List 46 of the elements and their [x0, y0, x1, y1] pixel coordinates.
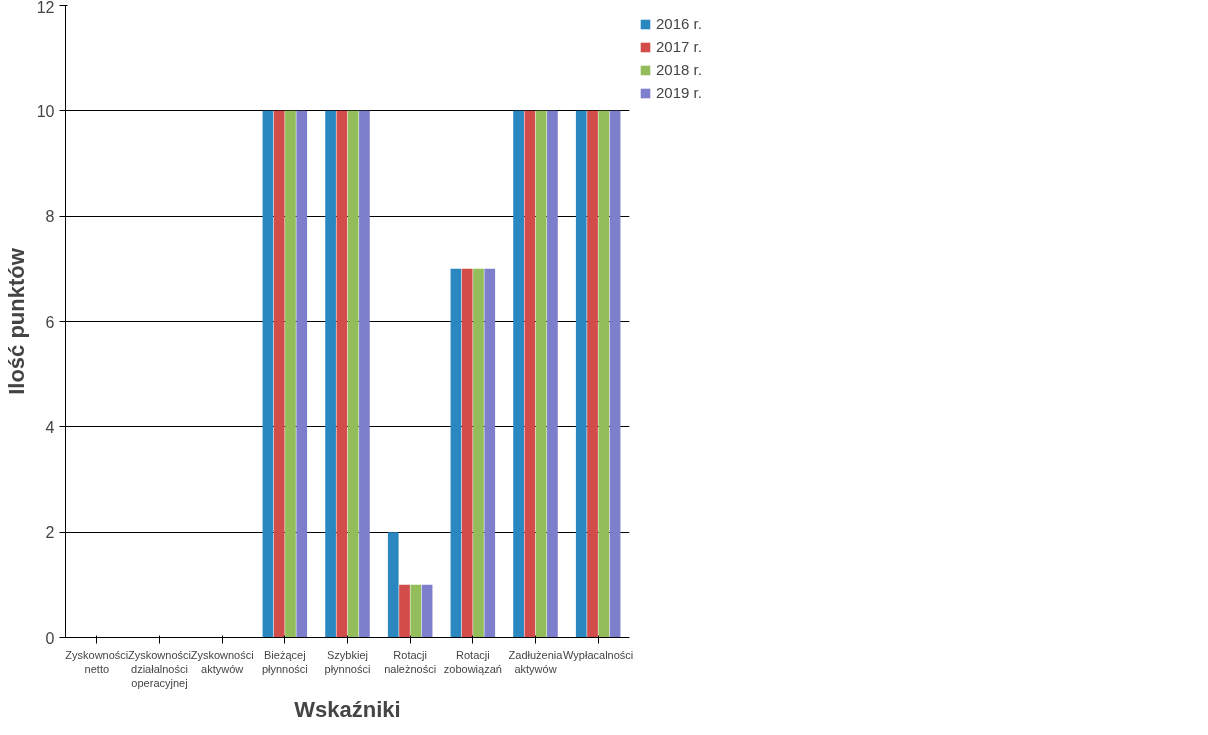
x-tick-label: Rotacji zobowiązań [443, 648, 502, 675]
bar [296, 110, 308, 638]
x-tick-label: Zyskowności netto [65, 648, 129, 675]
y-tick-label: 10 [36, 102, 55, 120]
bar [461, 268, 473, 638]
x-tick-label: Rotacji należności [384, 648, 437, 675]
bar [285, 110, 296, 638]
bar [336, 110, 348, 638]
legend-label: 2019 r. [656, 84, 702, 101]
legend-label: 2017 r. [656, 38, 702, 55]
x-axis-title: Wskaźniki [294, 697, 401, 723]
legend-label: 2016 r. [656, 15, 702, 32]
bar [421, 584, 433, 638]
bar [262, 110, 274, 638]
bar [410, 584, 422, 638]
bar [575, 110, 587, 638]
legend-label: 2018 r. [656, 61, 702, 78]
x-tick-label: Bieżącej płynności [261, 648, 308, 675]
x-tick-label: Zadłużenia aktywów [508, 648, 564, 675]
bar [387, 532, 399, 638]
bar [325, 110, 336, 638]
bar [484, 268, 496, 638]
y-tick-label: 12 [36, 0, 55, 16]
bar [535, 110, 547, 638]
x-tick-label: Zyskowności aktywów [190, 648, 254, 675]
x-tick-label: Szybkiej płynności [324, 648, 371, 675]
y-tick-label: 4 [45, 418, 55, 436]
bar [450, 268, 462, 638]
bar [347, 110, 359, 638]
bar [473, 268, 484, 638]
bar [359, 110, 370, 638]
y-tick-label: 0 [45, 629, 55, 647]
y-tick-label: 6 [45, 313, 55, 331]
bar [399, 584, 410, 638]
y-axis-title: Ilość punktów [3, 247, 29, 395]
y-tick-label: 8 [45, 208, 55, 226]
bar [273, 110, 285, 638]
bar [547, 110, 558, 638]
bar [513, 110, 524, 638]
bar [598, 110, 610, 638]
y-tick-label: 2 [45, 524, 55, 542]
bar [524, 110, 536, 638]
bar [587, 110, 598, 638]
bar [609, 110, 621, 638]
x-tick-label: Wypłacalności [563, 648, 634, 661]
x-tick-label: Zyskowności działalności operacyjnej [128, 648, 191, 690]
